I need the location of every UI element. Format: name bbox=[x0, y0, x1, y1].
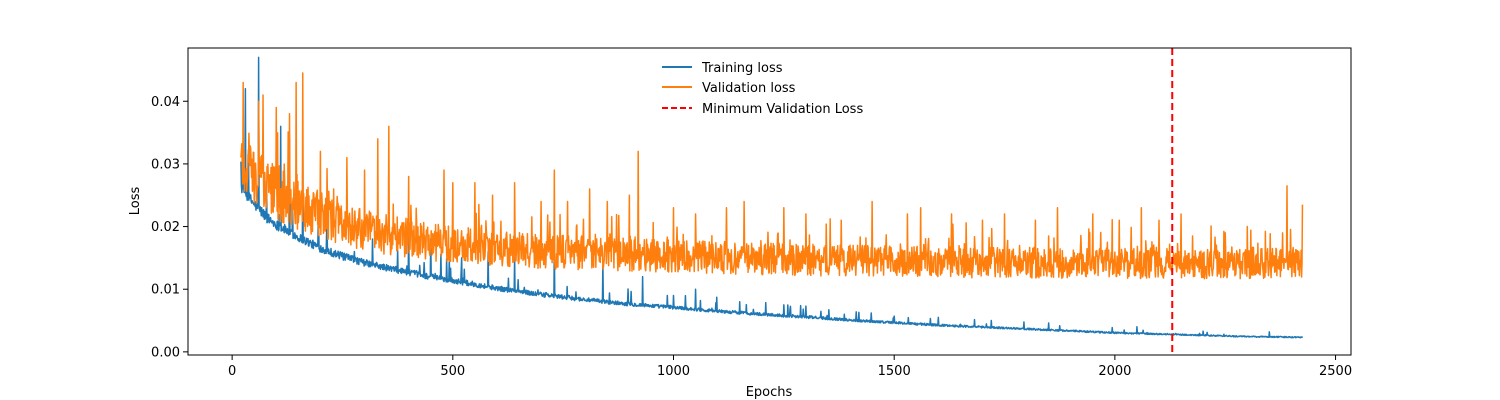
x-axis-label: Epochs bbox=[746, 385, 793, 400]
x-tick-label: 2000 bbox=[1098, 364, 1131, 379]
axes-frame bbox=[187, 47, 1352, 356]
x-tick-label: 2500 bbox=[1319, 364, 1352, 379]
x-tick-label: 500 bbox=[440, 364, 465, 379]
legend-label-validation: Validation loss bbox=[702, 81, 796, 96]
x-tick-label: 1500 bbox=[878, 364, 911, 379]
y-tick-label: 0.01 bbox=[151, 283, 180, 298]
x-axis-ticks: 0 500 1000 1500 2000 2500 bbox=[228, 355, 1352, 379]
plot-area bbox=[187, 47, 1352, 356]
y-tick-label: 0.03 bbox=[151, 157, 180, 172]
y-axis-ticks: 0.00 0.01 0.02 0.03 0.04 bbox=[151, 95, 188, 360]
x-tick-label: 0 bbox=[228, 364, 236, 379]
legend-label-training: Training loss bbox=[701, 61, 783, 76]
series-layer bbox=[240, 48, 1304, 355]
legend: Training loss Validation loss Minimum Va… bbox=[662, 61, 863, 117]
legend-label-minimum: Minimum Validation Loss bbox=[702, 102, 863, 117]
training-loss-line bbox=[240, 56, 1304, 339]
y-tick-label: 0.00 bbox=[151, 345, 180, 360]
x-tick-label: 1000 bbox=[657, 364, 690, 379]
y-axis-label: Loss bbox=[128, 187, 143, 216]
y-tick-label: 0.04 bbox=[151, 95, 180, 110]
validation-loss-line bbox=[240, 72, 1304, 280]
y-tick-label: 0.02 bbox=[151, 220, 180, 235]
